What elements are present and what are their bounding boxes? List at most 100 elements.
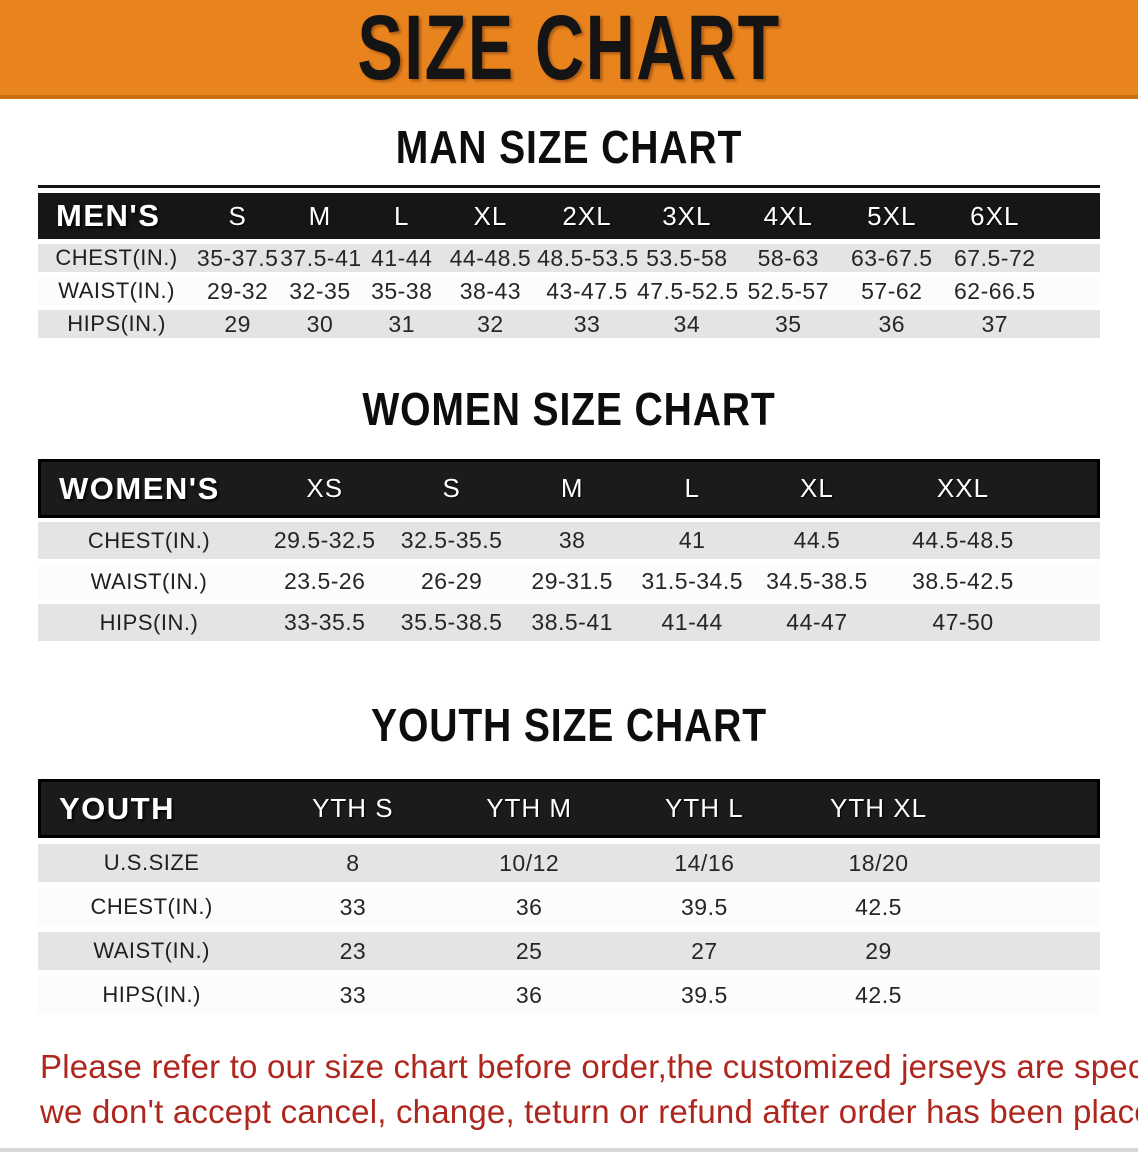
- cell-value: 32: [443, 310, 538, 338]
- women-header-row: WOMEN'S XS S M L XL XXL: [38, 459, 1100, 518]
- men-col-l: L: [359, 193, 444, 239]
- men-col-6xl: 6XL: [943, 193, 1046, 239]
- women-col-m: M: [513, 459, 631, 518]
- row-label: HIPS(IN.): [38, 604, 260, 641]
- youth-waist-row: WAIST(IN.) 23 25 27 29: [38, 932, 1100, 970]
- spacer-cell: [1045, 310, 1100, 338]
- cell-value: 32-35: [280, 277, 360, 305]
- cell-value: 36: [839, 310, 944, 338]
- cell-value: 10/12: [440, 844, 618, 882]
- cell-value: 42.5: [790, 976, 967, 1014]
- men-col-2xl: 2XL: [537, 193, 637, 239]
- spacer-cell: [1045, 522, 1100, 559]
- youth-chest-row: CHEST(IN.) 33 36 39.5 42.5: [38, 888, 1100, 926]
- cell-value: 48.5-53.5: [537, 244, 639, 272]
- cell-value: 41-44: [359, 244, 444, 272]
- women-size-table: WOMEN'S XS S M L XL XXL CHEST(IN.) 29.5-…: [38, 455, 1100, 645]
- row-label: HIPS(IN.): [38, 310, 196, 338]
- men-header-row: MEN'S S M L XL 2XL 3XL 4XL 5XL 6XL: [38, 193, 1100, 239]
- cell-value: 41-44: [630, 604, 754, 641]
- cell-value: 36: [440, 888, 618, 926]
- cell-value: 31.5-34.5: [630, 563, 754, 600]
- cell-value: 53.5-58: [636, 244, 737, 272]
- cell-value: 38-43: [443, 277, 538, 305]
- cell-value: 23.5-26: [259, 563, 390, 600]
- cell-value: 47.5-52.5: [636, 277, 739, 305]
- youth-col-m: YTH M: [440, 779, 618, 838]
- cell-value: 29.5-32.5: [259, 522, 390, 559]
- row-label: HIPS(IN.): [38, 976, 266, 1014]
- women-waist-row: WAIST(IN.) 23.5-26 26-29 29-31.5 31.5-34…: [38, 563, 1100, 600]
- cell-value: 37: [943, 310, 1046, 338]
- women-chest-row: CHEST(IN.) 29.5-32.5 32.5-35.5 38 41 44.…: [38, 522, 1100, 559]
- cell-value: 63-67.5: [839, 244, 944, 272]
- cell-value: 43-47.5: [537, 277, 637, 305]
- men-size-table: MEN'S S M L XL 2XL 3XL 4XL 5XL 6XL CHEST…: [38, 185, 1100, 343]
- cell-value: 23: [265, 932, 441, 970]
- banner-title: SIZE CHART: [357, 0, 781, 99]
- section-men: MAN SIZE CHART MEN'S S M L XL 2XL 3XL 4X…: [0, 119, 1138, 343]
- cell-value: 29: [195, 310, 281, 338]
- cell-value: 34: [636, 310, 737, 338]
- cell-value: 67.5-72: [943, 244, 1046, 272]
- cell-value: 36: [440, 976, 618, 1014]
- women-col-s: S: [389, 459, 514, 518]
- cell-value: 38: [513, 522, 631, 559]
- spacer-cell: [966, 932, 1100, 970]
- cell-value: 35: [736, 310, 840, 338]
- spacer-cell: [1045, 459, 1100, 518]
- women-col-xxl: XXL: [880, 459, 1046, 518]
- cell-value: 39.5: [617, 976, 791, 1014]
- cell-value: 44.5: [753, 522, 881, 559]
- women-hips-row: HIPS(IN.) 33-35.5 35.5-38.5 38.5-41 41-4…: [38, 604, 1100, 641]
- men-chest-row: CHEST(IN.) 35-37.5 37.5-41 41-44 44-48.5…: [38, 244, 1100, 272]
- cell-value: 33-35.5: [259, 604, 390, 641]
- youth-col-s: YTH S: [265, 779, 441, 838]
- bottom-edge-line: [0, 1148, 1138, 1152]
- women-col-xl: XL: [753, 459, 881, 518]
- youth-header-row: YOUTH YTH S YTH M YTH L YTH XL: [38, 779, 1100, 838]
- youth-table-label: YOUTH: [38, 779, 266, 838]
- men-col-xl: XL: [443, 193, 538, 239]
- youth-section-title: YOUTH SIZE CHART: [371, 699, 767, 751]
- spacer-cell: [966, 976, 1100, 1014]
- cell-value: 57-62: [839, 277, 944, 305]
- spacer-cell: [1045, 563, 1100, 600]
- cell-value: 42.5: [790, 888, 967, 926]
- cell-value: 62-66.5: [943, 277, 1046, 305]
- spacer-cell: [1045, 244, 1100, 272]
- cell-value: 35-37.5: [195, 244, 281, 272]
- men-col-4xl: 4XL: [736, 193, 840, 239]
- cell-value: 30: [280, 310, 360, 338]
- men-col-m: M: [280, 193, 360, 239]
- men-section-title: MAN SIZE CHART: [395, 121, 743, 173]
- cell-value: 18/20: [790, 844, 967, 882]
- youth-size-table: YOUTH YTH S YTH M YTH L YTH XL U.S.SIZE …: [38, 773, 1100, 1020]
- cell-value: 35-38: [359, 277, 444, 305]
- row-label: CHEST(IN.): [38, 522, 260, 559]
- cell-value: 44-48.5: [443, 244, 538, 272]
- women-section-title: WOMEN SIZE CHART: [362, 383, 776, 435]
- cell-value: 29-31.5: [513, 563, 631, 600]
- row-label: CHEST(IN.): [38, 888, 266, 926]
- disclaimer: Please refer to our size chart before or…: [40, 1044, 1138, 1134]
- spacer-cell: [966, 779, 1100, 838]
- cell-value: 34.5-38.5: [753, 563, 881, 600]
- cell-value: 39.5: [617, 888, 791, 926]
- cell-value: 52.5-57: [736, 277, 840, 305]
- row-label: U.S.SIZE: [38, 844, 266, 882]
- youth-ussize-row: U.S.SIZE 8 10/12 14/16 18/20: [38, 844, 1100, 882]
- section-women: WOMEN SIZE CHART WOMEN'S XS S M L XL XXL: [0, 381, 1138, 645]
- row-label: WAIST(IN.): [38, 277, 196, 305]
- cell-value: 44-47: [753, 604, 881, 641]
- cell-value: 58-63: [736, 244, 840, 272]
- cell-value: 32.5-35.5: [389, 522, 514, 559]
- disclaimer-line-1: Please refer to our size chart before or…: [40, 1048, 1138, 1085]
- spacer-cell: [1045, 604, 1100, 641]
- women-col-xs: XS: [259, 459, 390, 518]
- cell-value: 37.5-41: [280, 244, 362, 272]
- spacer-cell: [966, 844, 1100, 882]
- women-table-label: WOMEN'S: [38, 459, 260, 518]
- spacer-cell: [966, 888, 1100, 926]
